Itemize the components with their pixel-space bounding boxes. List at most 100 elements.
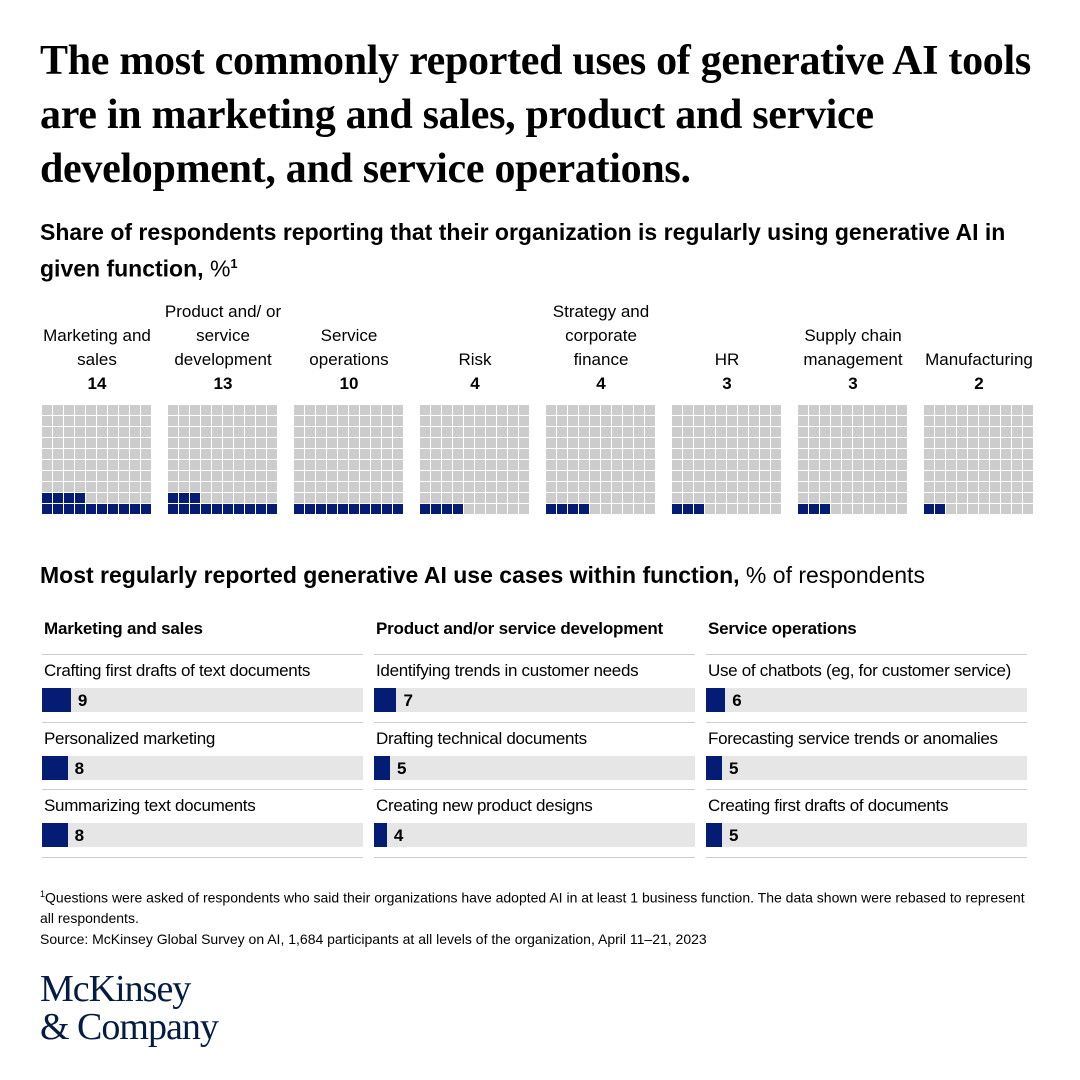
waffle-cell-empty: [393, 482, 403, 492]
waffle-cell-empty: [464, 460, 474, 470]
waffle-cell-filled: [924, 504, 934, 514]
waffle-cell-empty: [486, 482, 496, 492]
waffle-cell-empty: [212, 416, 222, 426]
waffle-cell-empty: [294, 405, 304, 415]
waffle-cell-empty: [371, 471, 381, 481]
waffle-cell-empty: [694, 482, 704, 492]
waffle-cell-empty: [316, 405, 326, 415]
waffle-cell-empty: [820, 427, 830, 437]
waffle-cell-empty: [590, 438, 600, 448]
waffle-cell-empty: [256, 427, 266, 437]
waffle-cell-empty: [601, 405, 611, 415]
waffle-cell-empty: [338, 460, 348, 470]
waffle-cell-empty: [519, 427, 529, 437]
waffle-cell-empty: [1001, 460, 1011, 470]
waffle-cell-empty: [979, 493, 989, 503]
waffle-cell-empty: [886, 449, 896, 459]
waffle-cell-empty: [990, 416, 1000, 426]
waffle-cell-empty: [924, 471, 934, 481]
waffle-cell-empty: [75, 427, 85, 437]
waffle-cell-empty: [327, 405, 337, 415]
waffle-cell-empty: [612, 405, 622, 415]
waffle-cell-empty: [579, 471, 589, 481]
waffle-cell-empty: [568, 405, 578, 415]
waffle-cell-empty: [760, 460, 770, 470]
waffle-cell-empty: [212, 438, 222, 448]
waffle-cell-empty: [716, 471, 726, 481]
waffle-cell-empty: [212, 471, 222, 481]
waffle-cell-empty: [727, 416, 737, 426]
waffle-cell-empty: [256, 471, 266, 481]
waffle-cell-empty: [546, 460, 556, 470]
waffle-cell-empty: [53, 405, 63, 415]
waffle-cell-empty: [705, 438, 715, 448]
waffle-cell-empty: [612, 460, 622, 470]
waffle-cell-empty: [1023, 504, 1033, 514]
waffle-cell-empty: [875, 504, 885, 514]
waffle-cell-empty: [771, 427, 781, 437]
waffle-cell-empty: [864, 493, 874, 503]
waffle-cell-empty: [508, 482, 518, 492]
waffle-cell-empty: [349, 416, 359, 426]
waffle-cell-empty: [694, 460, 704, 470]
waffle-cell-empty: [990, 504, 1000, 514]
waffle-cell-empty: [371, 438, 381, 448]
waffle-cell-filled: [420, 504, 430, 514]
waffle-cell-empty: [119, 460, 129, 470]
waffle-cell-empty: [130, 493, 140, 503]
waffle-cell-empty: [623, 471, 633, 481]
waffle-cell-empty: [64, 405, 74, 415]
waffle-cell-empty: [809, 416, 819, 426]
waffle-cell-filled: [557, 504, 567, 514]
waffle-cell-empty: [141, 493, 151, 503]
waffle-label: HR: [664, 300, 790, 372]
waffle-cell-empty: [393, 471, 403, 481]
waffle-cell-empty: [201, 427, 211, 437]
waffle-cell-empty: [957, 427, 967, 437]
waffle-cell-empty: [338, 471, 348, 481]
waffle-cell-empty: [716, 493, 726, 503]
bar: [374, 755, 391, 780]
waffle-cell-empty: [1023, 416, 1033, 426]
waffle-cell-empty: [968, 416, 978, 426]
waffle-5: HR 3: [664, 300, 790, 514]
waffle-cell-empty: [223, 460, 233, 470]
waffle-cell-filled: [349, 504, 359, 514]
waffle-cell-empty: [212, 493, 222, 503]
waffle-cell-empty: [727, 405, 737, 415]
waffle-cell-empty: [946, 449, 956, 459]
waffle-cell-empty: [771, 460, 781, 470]
waffle-cell-empty: [935, 427, 945, 437]
waffle-cell-empty: [612, 504, 622, 514]
waffle-cell-empty: [349, 460, 359, 470]
waffle-cell-empty: [645, 482, 655, 492]
waffle-cell-empty: [716, 438, 726, 448]
waffle-cell-empty: [924, 460, 934, 470]
waffle-cell-empty: [612, 482, 622, 492]
waffle-cell-empty: [990, 493, 1000, 503]
waffle-cell-empty: [338, 405, 348, 415]
waffle-cell-empty: [853, 460, 863, 470]
waffle-cell-empty: [190, 405, 200, 415]
waffle-cell-empty: [53, 438, 63, 448]
logo-line1: McKinsey: [40, 968, 191, 1010]
waffle-cell-empty: [305, 493, 315, 503]
waffle-cell-empty: [990, 460, 1000, 470]
waffle-cell-empty: [179, 416, 189, 426]
waffle-cell-empty: [820, 460, 830, 470]
waffle-cell-empty: [141, 438, 151, 448]
waffle-cell-empty: [557, 460, 567, 470]
waffle-cell-empty: [990, 427, 1000, 437]
waffle-cell-empty: [957, 471, 967, 481]
waffle-cell-empty: [809, 482, 819, 492]
bar-value: 4: [393, 826, 404, 845]
bar-value: 8: [74, 826, 85, 845]
waffle-cell-empty: [256, 405, 266, 415]
waffle-cell-empty: [349, 427, 359, 437]
waffle-cell-empty: [168, 482, 178, 492]
waffle-label: Service operations: [286, 300, 412, 372]
bar-value: 9: [77, 691, 88, 710]
waffle-cell-empty: [420, 482, 430, 492]
waffle-cell-empty: [519, 471, 529, 481]
bar: [374, 688, 397, 712]
